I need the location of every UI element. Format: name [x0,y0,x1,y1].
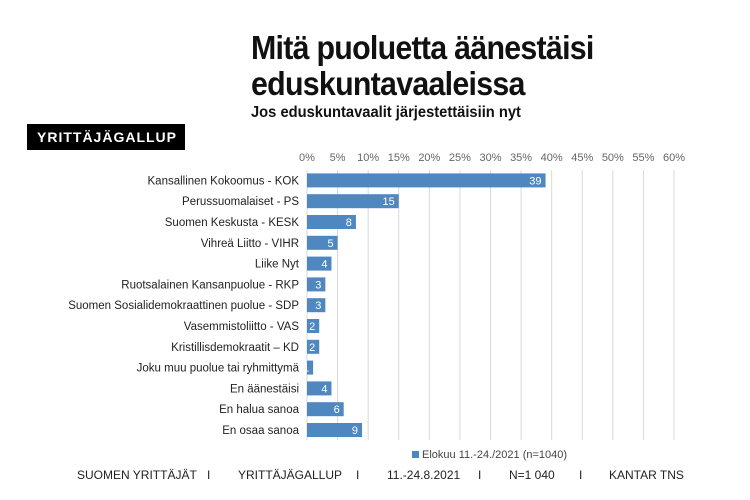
bar [307,173,546,188]
footer-separator: I [207,468,211,482]
category-label: En äänestäisi [230,383,299,395]
bar [307,256,332,271]
bar [307,215,356,229]
bar [307,423,363,437]
x-tick-label: 10% [357,152,379,164]
category-label: Joku muu puolue tai ryhmittymä [137,363,300,375]
bar [307,277,326,292]
data-label: 39 [529,175,541,187]
category-label: Liike Nyt [255,259,300,271]
chart-title: Mitä puoluetta äänestäisi eduskuntavaale… [251,30,693,102]
x-tick-label: 20% [418,152,440,164]
data-label: 1 [303,363,309,375]
x-tick-label: 55% [632,152,654,164]
x-tick-label: 5% [330,152,346,164]
category-label: En osaa sanoa [222,425,299,437]
bar [307,402,344,417]
category-label: Vihreä Liitto - VIHR [201,238,299,250]
bar [307,298,326,313]
data-label: 2 [309,342,315,354]
category-label: En halua sanoa [219,404,300,416]
data-label: 3 [315,300,321,312]
x-tick-label: 35% [510,152,532,164]
x-tick-label: 30% [479,152,501,164]
bar [307,319,320,333]
footer-separator: I [579,468,583,482]
bar [307,235,338,250]
x-tick-label: 40% [541,152,563,164]
data-label: 4 [321,259,327,271]
legend-swatch [412,451,419,458]
data-label: 5 [327,238,333,250]
bar [307,194,399,209]
x-tick-label: 25% [449,152,471,164]
category-label: Suomen Sosialidemokraattinen puolue - SD… [68,300,299,312]
category-label: Suomen Keskusta - KESK [165,217,300,229]
data-label: 3 [315,279,321,291]
data-label: 8 [346,217,352,229]
title-line-1: Mitä puoluetta äänestäisi [251,29,594,66]
title-line-2: eduskuntavaaleissa [251,65,525,102]
footer-sample: N=1 040 [509,468,555,482]
category-label: Perussuomalaiset - PS [182,196,299,208]
footer-dates: 11.-24.8.2021 [387,468,461,482]
x-tick-label: 60% [663,152,685,164]
brand-badge: YRITTÄJÄGALLUP [27,124,185,150]
x-tick-label: 0% [299,152,315,164]
x-tick-label: 50% [602,152,624,164]
footer-separator: I [478,468,482,482]
chart-subtitle: Jos eduskuntavaalit järjestettäisiin nyt [251,104,521,121]
footer-separator: I [356,468,360,482]
footer-survey: YRITTÄJÄGALLUP [238,468,343,482]
category-label: Kansallinen Kokoomus - KOK [148,175,300,187]
x-tick-label: 15% [388,152,410,164]
category-label: Vasemmistoliitto - VAS [184,321,300,333]
data-label: 15 [383,196,395,208]
footer-org: SUOMEN YRITTÄJÄT [77,468,197,482]
data-label: 4 [321,383,327,395]
data-label: 6 [334,404,340,416]
footer-source: KANTAR TNS [609,468,684,482]
footer: SUOMEN YRITTÄJÄT I YRITTÄJÄGALLUP I 11.-… [0,468,750,488]
bar [307,381,332,396]
bar [307,339,320,354]
data-label: 9 [352,425,358,437]
category-label: Kristillisdemokraatit – KD [171,342,299,354]
legend-label: Elokuu 11.-24./2021 (n=1040) [422,449,567,461]
bar [307,360,314,375]
x-tick-label: 45% [571,152,593,164]
category-label: Ruotsalainen Kansanpuolue - RKP [121,279,299,291]
data-label: 2 [309,321,315,333]
